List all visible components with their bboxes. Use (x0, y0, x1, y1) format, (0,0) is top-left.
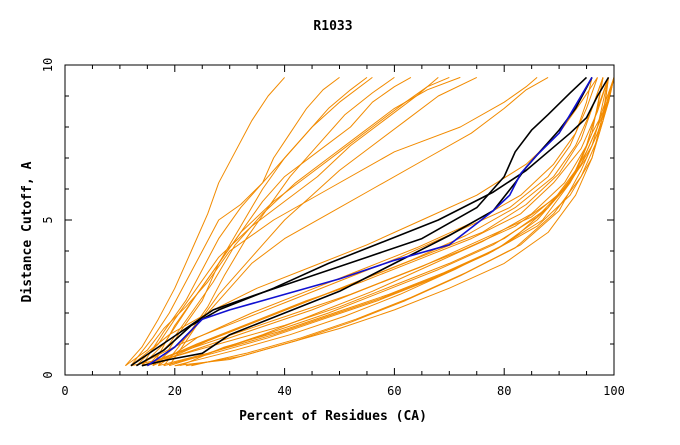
series-line-black-32 (141, 77, 593, 367)
series-line-orange-16 (174, 77, 615, 367)
series-line-orange-0 (125, 77, 538, 367)
series-line-orange-7 (157, 77, 368, 366)
series-line-orange-18 (136, 77, 598, 367)
series-line-blue-33 (146, 76, 593, 367)
x-axis: 0 20 40 60 80 100 (61, 65, 625, 398)
series-line-orange-28 (147, 77, 609, 367)
series-line-orange-1 (130, 77, 373, 367)
series-line-black-30 (130, 76, 588, 367)
x-tick-label-20: 20 (168, 384, 182, 398)
y-tick-label-5: 5 (41, 216, 55, 223)
series-line-orange-29 (163, 77, 615, 367)
y-axis-label: Distance Cutoff, A (20, 161, 35, 302)
series-line-orange-26 (158, 77, 609, 367)
chart-title: R1033 (313, 19, 352, 34)
x-axis-label: Percent of Residues (CA) (239, 409, 427, 424)
y-axis: 0 5 10 (41, 58, 614, 379)
series-line-orange-3 (141, 77, 340, 366)
series-line-black-31 (136, 76, 610, 367)
series-line-orange-4 (146, 76, 461, 367)
x-tick-label-80: 80 (497, 384, 511, 398)
series-line-orange-2 (136, 77, 439, 367)
series-line-orange-10 (141, 76, 450, 367)
series-line-orange-20 (158, 77, 593, 367)
series-line-orange-25 (141, 77, 604, 367)
series-line-orange-22 (180, 77, 609, 367)
x-tick-label-60: 60 (387, 384, 401, 398)
series-line-orange-11 (125, 77, 285, 367)
x-tick-label-100: 100 (603, 384, 625, 398)
x-tick-label-0: 0 (61, 384, 68, 398)
series-layer (125, 76, 615, 367)
series-line-orange-9 (168, 76, 478, 366)
x-tick-label-40: 40 (277, 384, 291, 398)
y-tick-label-10: 10 (41, 58, 55, 72)
series-line-orange-12 (130, 77, 604, 367)
series-line-orange-23 (191, 77, 615, 367)
y-tick-label-0: 0 (41, 371, 55, 378)
series-line-orange-27 (174, 77, 615, 367)
series-line-orange-13 (141, 77, 609, 367)
